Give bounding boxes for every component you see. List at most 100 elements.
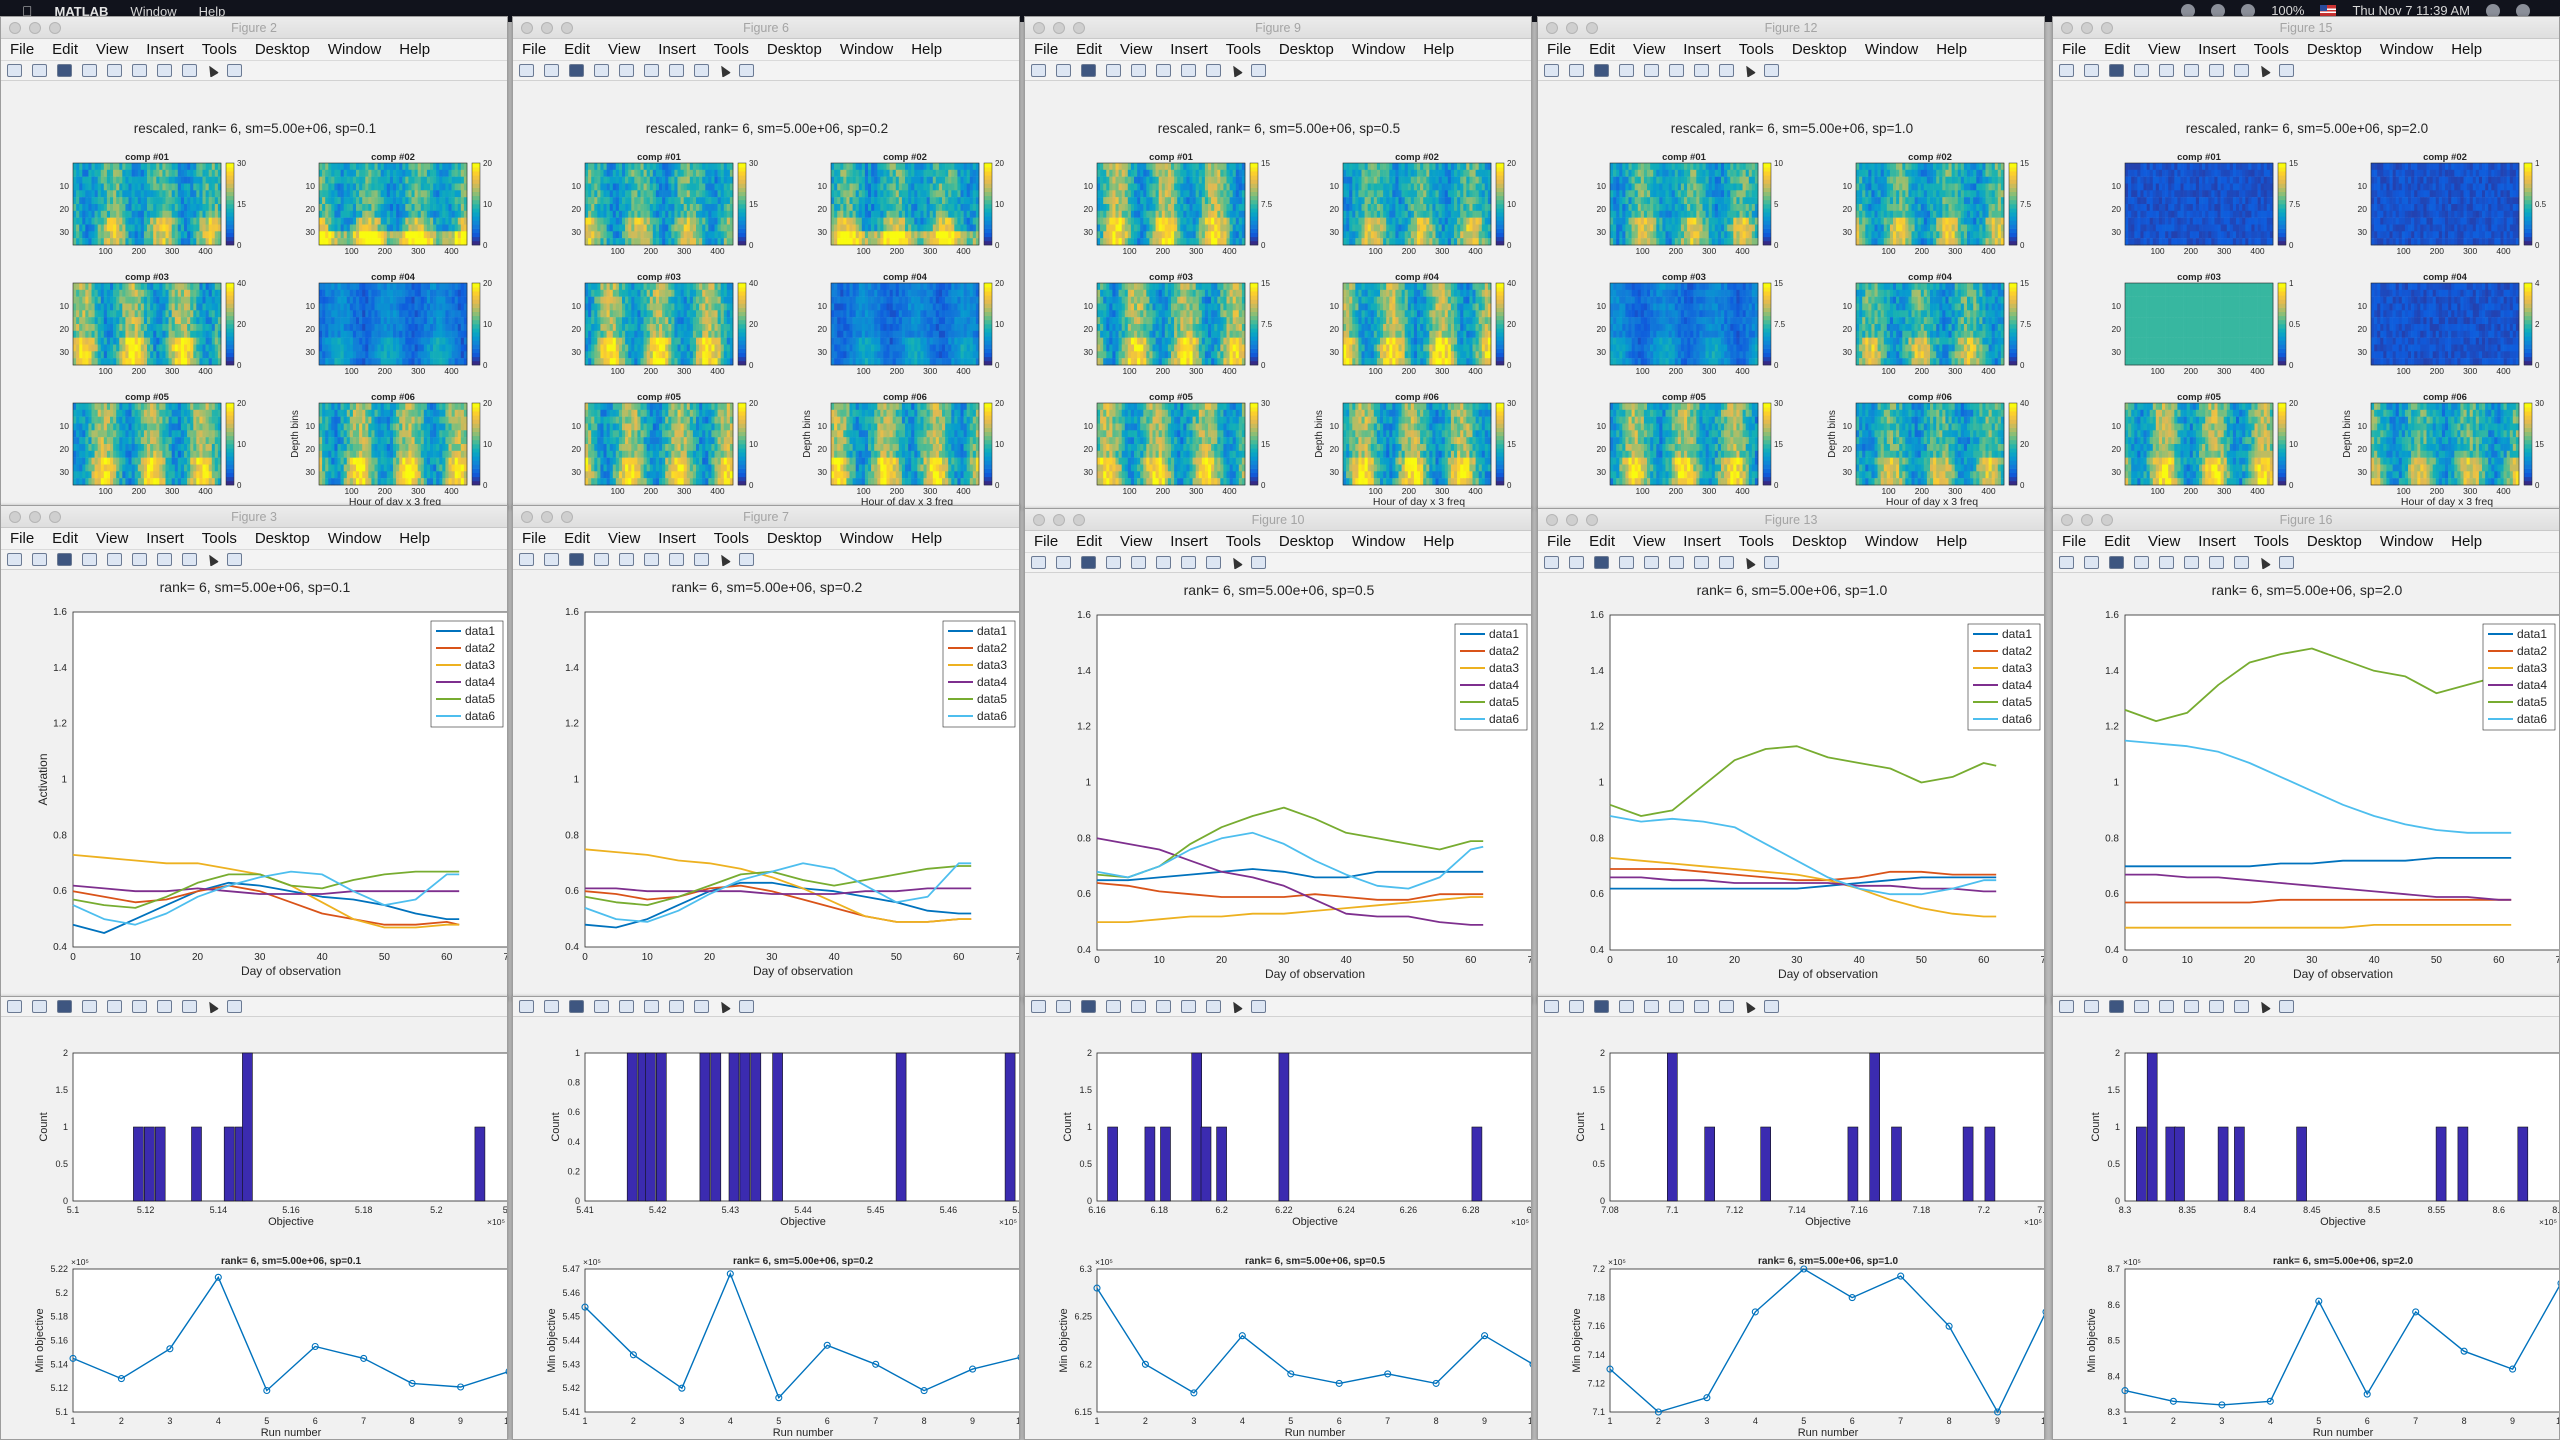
heatmap-cell <box>637 217 641 225</box>
input-source-flag-icon[interactable] <box>2320 5 2337 16</box>
spotlight-status-icon[interactable] <box>2181 3 2196 18</box>
x-tick-label: 400 <box>444 486 458 496</box>
save-icon[interactable] <box>569 64 584 77</box>
search-icon[interactable] <box>2486 3 2500 18</box>
open-file-icon[interactable] <box>32 64 47 77</box>
save-icon[interactable] <box>57 64 72 77</box>
menu-view[interactable]: View <box>96 41 129 58</box>
heatmap-cell <box>346 423 351 431</box>
heatmap-cell <box>954 204 958 212</box>
heatmap-cell <box>165 457 169 465</box>
heatmap-cell <box>85 231 89 239</box>
menu-help[interactable]: Help <box>399 41 431 58</box>
heatmap-cell <box>346 337 351 345</box>
colorbar-tick-label: 10 <box>483 320 492 329</box>
heatmap-cell <box>94 344 98 352</box>
heatmap-cell <box>331 204 335 212</box>
heatmap-cell <box>340 303 344 311</box>
heatmap-cell <box>729 169 734 177</box>
heatmap-cell <box>895 190 900 198</box>
heatmap-cell <box>137 416 142 424</box>
heatmap-cell <box>346 416 351 424</box>
legend-icon[interactable] <box>694 64 709 77</box>
heatmap-cell <box>85 217 89 225</box>
zoom-icon[interactable] <box>49 22 61 34</box>
close-icon[interactable] <box>521 22 533 34</box>
heatmap-cell <box>591 176 595 184</box>
heatmap-cell <box>436 416 440 424</box>
heatmap-cell <box>187 204 191 212</box>
toggle-icon[interactable] <box>644 64 659 77</box>
heatmap-cell <box>423 303 428 311</box>
heatmap-cell <box>352 210 357 218</box>
window-titlebar[interactable]: Figure 2 <box>1 17 507 39</box>
heatmap-cell <box>177 444 182 452</box>
heatmap-cell <box>649 197 654 205</box>
property-inspector-icon[interactable] <box>739 64 754 77</box>
close-icon[interactable] <box>9 22 21 34</box>
heatmap-cell <box>386 416 391 424</box>
link-icon[interactable] <box>107 64 122 77</box>
toggle-icon[interactable] <box>132 64 147 77</box>
print-icon[interactable] <box>82 64 97 77</box>
heatmap-cell <box>855 190 860 198</box>
menu-view[interactable]: View <box>608 41 641 58</box>
menu-insert[interactable]: Insert <box>146 41 184 58</box>
menu-window[interactable]: Window <box>327 41 382 58</box>
new-figure-icon[interactable] <box>7 64 22 77</box>
menu-window[interactable]: Window <box>839 41 894 58</box>
menubar-item-matlab[interactable]: MATLAB <box>44 3 109 19</box>
menu-file[interactable]: File <box>522 41 547 58</box>
battery-level[interactable]: 100% <box>2271 3 2305 18</box>
heatmap-cell <box>408 344 412 352</box>
open-file-icon[interactable] <box>544 64 559 77</box>
menubar-item-window[interactable]: Window <box>119 3 176 19</box>
menu-edit[interactable]: Edit <box>564 41 591 58</box>
pointer-icon[interactable] <box>204 63 220 78</box>
heatmap-cell <box>942 210 946 218</box>
heatmap-cell <box>346 204 351 212</box>
window-titlebar[interactable]: Figure 6 <box>513 17 1019 39</box>
heatmap-cell <box>174 163 179 171</box>
print-icon[interactable] <box>594 64 609 77</box>
menu-insert[interactable]: Insert <box>658 41 696 58</box>
minimize-icon[interactable] <box>541 22 553 34</box>
colorbar-swatch <box>472 208 480 213</box>
x-tick-label: 100 <box>98 486 112 496</box>
heatmap-cell <box>442 437 446 445</box>
list-icon[interactable] <box>2516 3 2530 18</box>
menu-desktop[interactable]: Desktop <box>766 41 822 58</box>
colorbar-icon[interactable] <box>669 64 684 77</box>
menubar-item-help[interactable]: Help <box>188 3 226 19</box>
menu-help[interactable]: Help <box>911 41 943 58</box>
menu-desktop[interactable]: Desktop <box>254 41 310 58</box>
legend-icon[interactable] <box>182 64 197 77</box>
zoom-icon[interactable] <box>561 22 573 34</box>
heatmap-cell <box>214 409 219 417</box>
heatmap-cell <box>140 437 145 445</box>
menu-tools[interactable]: Tools <box>201 41 237 58</box>
minimize-icon[interactable] <box>29 22 41 34</box>
property-inspector-icon[interactable] <box>227 64 242 77</box>
dropbox-icon[interactable] <box>2211 3 2226 18</box>
wifi-icon[interactable] <box>2241 3 2256 18</box>
colorbar-icon[interactable] <box>157 64 172 77</box>
heatmap-cell <box>849 176 853 184</box>
apple-icon[interactable]:  <box>22 3 33 19</box>
menu-file[interactable]: File <box>10 41 35 58</box>
clock[interactable]: Thu Nov 7 11:39 AM <box>2352 3 2470 18</box>
heatmap-cell <box>417 409 422 417</box>
heatmap-cell <box>420 163 425 171</box>
new-figure-icon[interactable] <box>519 64 534 77</box>
menu-tools[interactable]: Tools <box>713 41 749 58</box>
heatmap-cell <box>73 169 77 177</box>
heatmap-cell <box>334 217 338 225</box>
heatmap-cell <box>116 289 120 297</box>
menu-edit[interactable]: Edit <box>52 41 79 58</box>
heatmap-cell <box>880 224 884 232</box>
pointer-icon[interactable] <box>716 63 732 78</box>
link-icon[interactable] <box>619 64 634 77</box>
heatmap-cell <box>864 163 869 171</box>
y-tick-label: 30 <box>818 227 828 237</box>
heatmap-cell <box>82 303 86 311</box>
